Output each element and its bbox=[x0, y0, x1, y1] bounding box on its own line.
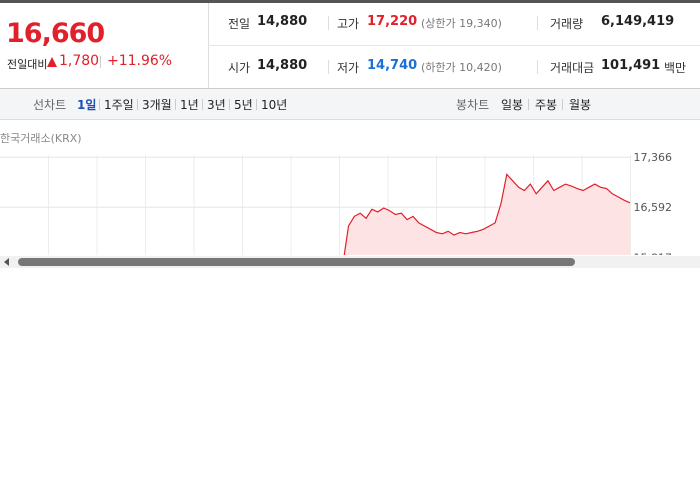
y-tick-label: 17,366 bbox=[634, 151, 673, 164]
divider bbox=[208, 3, 209, 89]
stat-value: 14,740 bbox=[367, 58, 418, 73]
tab[interactable]: 5년 bbox=[234, 98, 253, 112]
scroll-left[interactable] bbox=[3, 257, 11, 267]
tab[interactable]: 일봉 bbox=[501, 98, 524, 112]
tab[interactable]: 3개월 bbox=[142, 98, 172, 112]
stat-sub: (하한가 10,420) bbox=[421, 61, 502, 74]
top-border bbox=[0, 0, 700, 3]
y-tick-label: 15,817 bbox=[634, 251, 673, 264]
stat-label: 시가 bbox=[228, 61, 251, 75]
tab-sep bbox=[256, 99, 257, 110]
stat-label: 전일 bbox=[228, 17, 251, 31]
stat-unit: 백만 bbox=[664, 61, 687, 75]
source: 한국거래소(KRX) bbox=[0, 132, 82, 145]
rate: +11.96% bbox=[107, 53, 173, 69]
sep bbox=[100, 56, 101, 68]
col-sep bbox=[328, 16, 329, 30]
tab[interactable]: 10년 bbox=[261, 98, 288, 112]
change-label: 전일대비 bbox=[7, 58, 48, 71]
change: 1,780 bbox=[59, 53, 100, 69]
stat-value: 17,220 bbox=[367, 14, 418, 29]
tab-sep bbox=[202, 99, 203, 110]
tab[interactable]: 1주일 bbox=[104, 98, 134, 112]
tab-bar bbox=[0, 89, 700, 120]
tab[interactable]: 1년 bbox=[180, 98, 199, 112]
chart: 17,366 16,592 15,817 bbox=[0, 151, 673, 264]
scrollbar-thumb[interactable] bbox=[18, 258, 575, 266]
stat-value: 6,149,419 bbox=[601, 14, 675, 29]
tab-sep bbox=[562, 99, 563, 110]
stat-value: 14,880 bbox=[257, 14, 308, 29]
tab[interactable]: 3년 bbox=[207, 98, 226, 112]
stat-value: 14,880 bbox=[257, 58, 308, 73]
stat-label: 저가 bbox=[337, 61, 360, 75]
stat-label: 거래대금 bbox=[550, 61, 595, 75]
tab-sep bbox=[99, 99, 100, 110]
col-sep bbox=[328, 60, 329, 74]
divider bbox=[0, 88, 700, 89]
up-arrow bbox=[47, 57, 57, 67]
col-sep bbox=[537, 16, 538, 30]
tab-label: 선차트 bbox=[33, 98, 67, 112]
tab[interactable]: 월봉 bbox=[569, 98, 592, 112]
tab-sep bbox=[528, 99, 529, 110]
tab-sep bbox=[137, 99, 138, 110]
divider bbox=[208, 45, 700, 46]
stat-label: 고가 bbox=[337, 17, 360, 31]
price: 16,660 bbox=[6, 18, 105, 49]
y-tick-label: 16,592 bbox=[634, 201, 673, 214]
tab-sep bbox=[175, 99, 176, 110]
stat-sub: (상한가 19,340) bbox=[421, 17, 502, 30]
price-line bbox=[343, 173, 631, 255]
col-sep bbox=[537, 60, 538, 74]
stat-value: 101,491 bbox=[601, 58, 661, 73]
tab-label: 봉차트 bbox=[456, 98, 490, 112]
tab[interactable]: 주봉 bbox=[535, 98, 558, 112]
area bbox=[344, 174, 630, 255]
stat-label: 거래량 bbox=[550, 17, 584, 31]
tab[interactable]: 1일 bbox=[77, 98, 97, 112]
tab-sep bbox=[229, 99, 230, 110]
